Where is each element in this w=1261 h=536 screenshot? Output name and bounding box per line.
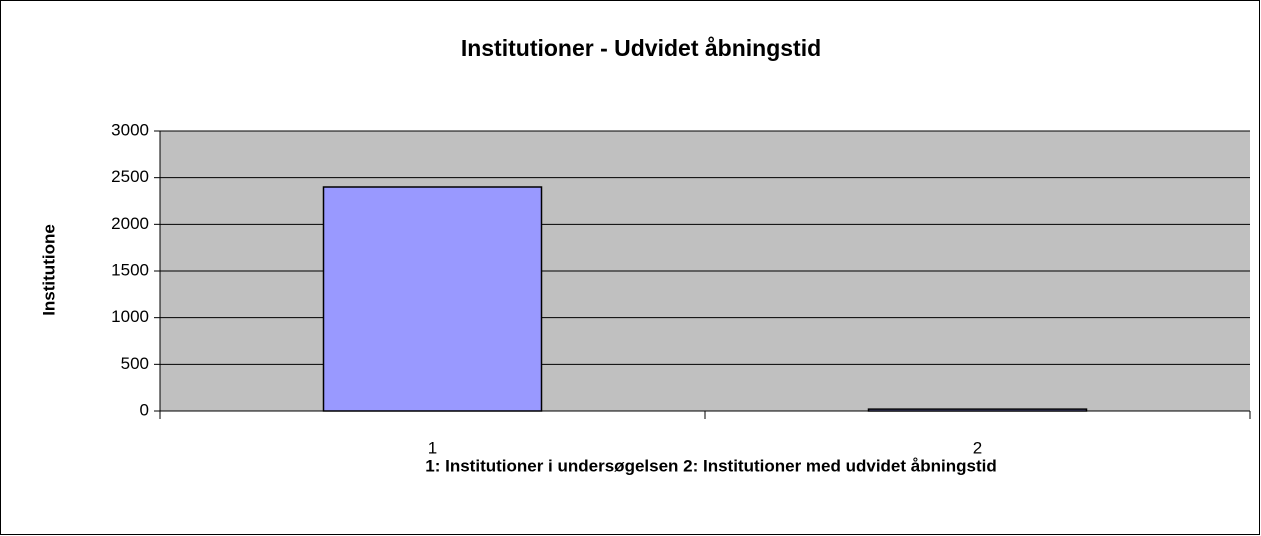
y-tick-label: 3000 [111,120,149,139]
y-tick-label: 2500 [111,167,149,186]
bar [322,186,543,412]
y-tick-label: 500 [121,354,149,373]
x-tick-label: 1 [428,438,437,457]
y-tick-label: 1000 [111,307,149,326]
y-axis-label: Institutione [39,224,58,316]
y-tick-label: 1500 [111,260,149,279]
chart-title: Institutioner - Udvidet åbningstid [461,35,821,61]
x-tick-label: 2 [973,438,982,457]
y-tick-label: 2000 [111,214,149,233]
y-tick-label: 0 [140,400,149,419]
x-axis-label: 1: Institutioner i undersøgelsen 2: Inst… [425,456,996,475]
